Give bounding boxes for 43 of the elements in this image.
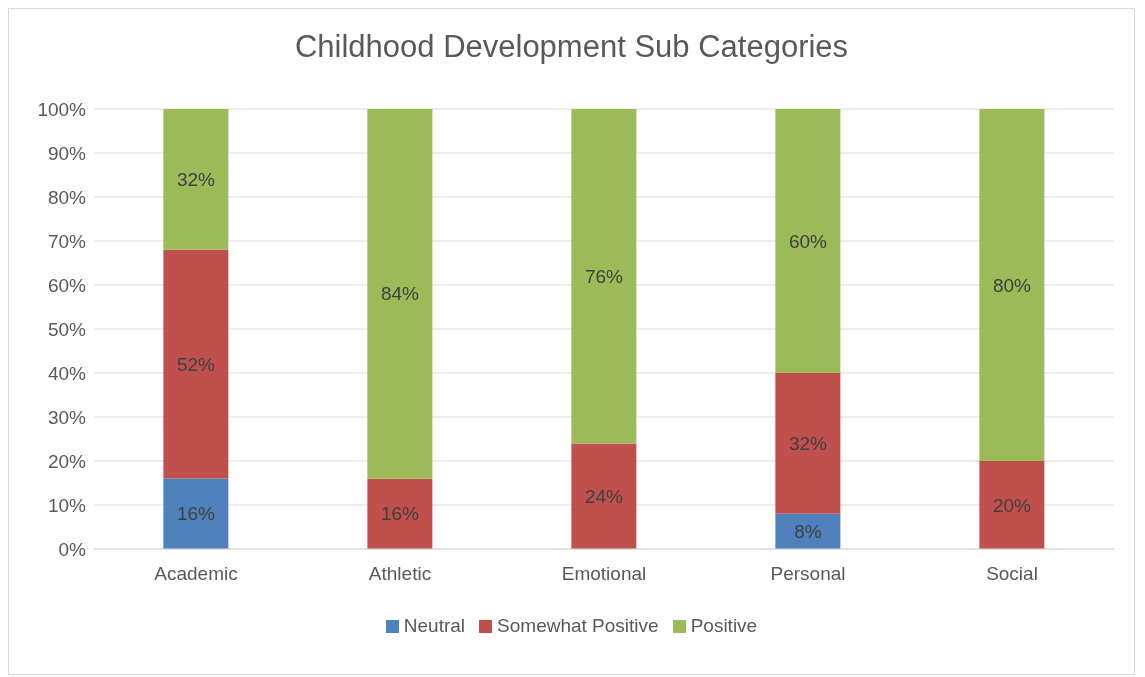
bar [571, 109, 637, 444]
bar [163, 109, 229, 250]
bar [979, 109, 1045, 461]
y-tick-label: 100% [37, 98, 87, 120]
data-label: 16% [380, 503, 420, 525]
data-label: 84% [380, 283, 420, 305]
y-tick-label: 30% [47, 406, 87, 428]
y-tick-label: 80% [47, 186, 87, 208]
y-tick-label: 70% [47, 230, 87, 252]
data-label: 32% [788, 432, 828, 454]
data-label: 52% [176, 353, 216, 375]
data-label: 24% [584, 485, 624, 507]
data-label: 76% [584, 265, 624, 287]
data-label: 32% [176, 168, 216, 190]
y-tick-label: 0% [58, 538, 87, 560]
bar [367, 109, 433, 479]
data-label: 16% [176, 503, 216, 525]
x-tick-label: Academic [154, 563, 238, 585]
y-tick-label: 60% [47, 274, 87, 296]
bar [775, 109, 841, 373]
y-tick-label: 40% [47, 362, 87, 384]
y-tick-label: 10% [47, 494, 87, 516]
y-tick-label: 20% [47, 450, 87, 472]
legend-label: Somewhat Positive [497, 615, 659, 637]
data-label: 8% [794, 520, 822, 542]
y-tick-label: 50% [47, 318, 87, 340]
bar [163, 478, 229, 549]
legend-label: Positive [690, 615, 758, 637]
bar [775, 373, 841, 514]
bar [979, 461, 1045, 549]
data-label: 20% [992, 494, 1032, 516]
x-tick-label: Athletic [368, 563, 432, 585]
y-tick-label: 90% [47, 142, 87, 164]
bar [163, 249, 229, 479]
legend-label: Neutral [403, 615, 466, 637]
data-label: 60% [788, 230, 828, 252]
bar [367, 478, 433, 549]
x-tick-label: Emotional [561, 563, 647, 585]
data-label: 80% [992, 274, 1032, 296]
x-tick-label: Social [986, 563, 1038, 585]
bar [571, 443, 637, 549]
chart-title: Childhood Development Sub Categories [293, 28, 850, 66]
x-tick-label: Personal [770, 563, 846, 585]
